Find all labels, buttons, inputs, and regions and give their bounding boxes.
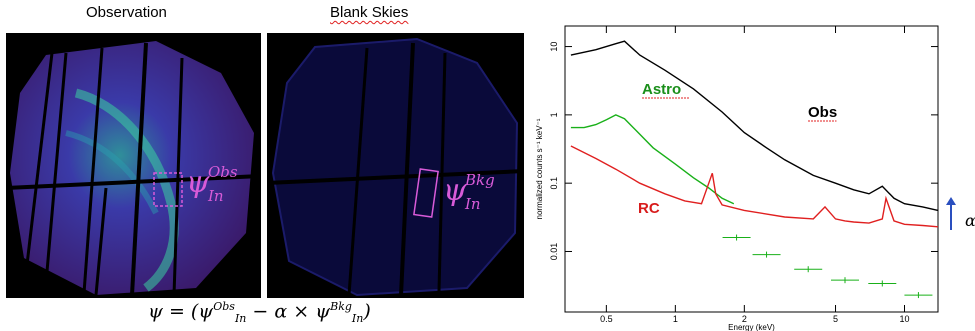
psi-obs-symbol: ψ Obs In [186, 163, 238, 205]
annotation-rc: RC [638, 200, 660, 217]
y-tick-label: 1 [549, 112, 559, 117]
x-tick-label: 0.5 [600, 314, 613, 324]
y-tick-label: 0.01 [549, 243, 559, 261]
spectrum-chart: 0.5 1 2 5 10 0.01 0.1 1 10 Energy (keV) normalized… [535, 25, 939, 331]
annotation-astro: Astro [642, 81, 681, 98]
blank-skies-image: ψ Bkg In [266, 33, 525, 298]
x-tick-label: 2 [742, 314, 747, 324]
panel-divider [261, 33, 267, 298]
y-tick-label: 10 [549, 42, 559, 52]
x-axis-label: Energy (keV) [728, 323, 775, 331]
alpha-label: α [965, 211, 975, 230]
series-astro-line [570, 114, 735, 205]
series-rc-line [570, 145, 939, 228]
y-tick-label: 0.1 [549, 177, 559, 190]
plot-frame [564, 25, 939, 313]
x-tick-label: 10 [900, 314, 910, 324]
y-axis-label: normalized counts s⁻¹ keV⁻¹ [535, 118, 544, 219]
psi-bkg-symbol: ψ Bkg In [443, 171, 495, 213]
observation-title: Observation [86, 4, 167, 21]
blank-skies-title: Blank Skies [330, 4, 409, 21]
x-tick-label: 1 [673, 314, 678, 324]
annotation-obs: Obs [808, 104, 837, 121]
x-tick-label: 5 [833, 314, 838, 324]
observation-image: ψ Obs In [5, 33, 262, 298]
series-obs-line [570, 40, 939, 212]
subtraction-formula: ψ = (ψObsIn − α × ψBkgIn) [148, 300, 371, 326]
alpha-arrow-icon [946, 197, 956, 230]
